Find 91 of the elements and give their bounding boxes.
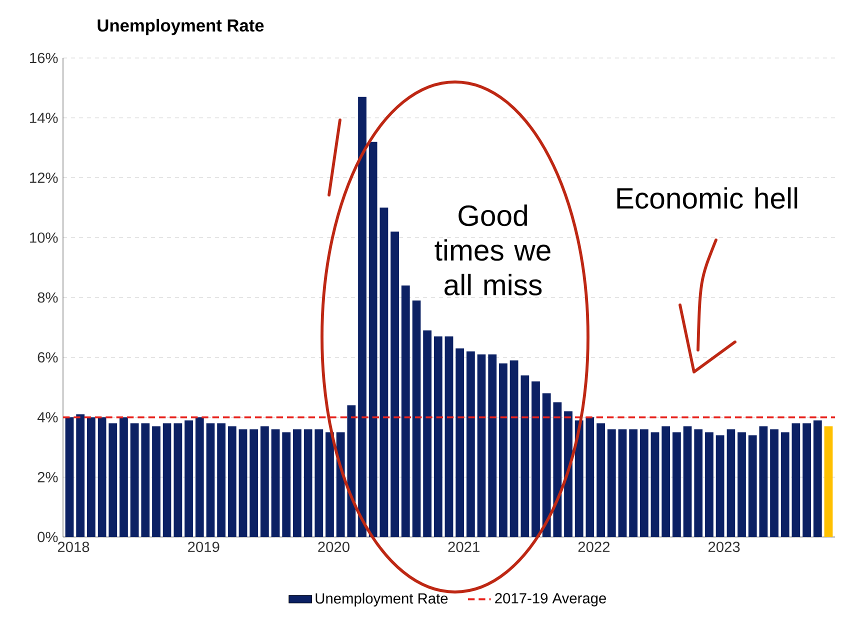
bar bbox=[477, 354, 486, 537]
bar bbox=[672, 432, 681, 537]
bar bbox=[358, 96, 366, 537]
y-tick-label: 6% bbox=[38, 352, 58, 363]
bar bbox=[162, 423, 172, 537]
y-tick-label: 8% bbox=[38, 292, 58, 303]
bar bbox=[141, 423, 150, 537]
x-tick-label: 2018 bbox=[58, 542, 90, 552]
bar bbox=[553, 402, 562, 537]
bar bbox=[130, 423, 139, 537]
bar bbox=[347, 405, 356, 537]
bar bbox=[650, 432, 660, 537]
bar bbox=[716, 435, 724, 537]
bar bbox=[618, 429, 627, 537]
bar bbox=[510, 360, 518, 537]
bar bbox=[271, 429, 280, 537]
bar bbox=[640, 429, 648, 537]
x-tick-label: 2021 bbox=[448, 542, 480, 552]
bar bbox=[98, 417, 106, 537]
bar bbox=[824, 426, 833, 537]
bar bbox=[314, 429, 324, 537]
bar bbox=[792, 423, 800, 537]
bar bbox=[542, 393, 551, 537]
bar bbox=[607, 429, 616, 537]
bar bbox=[499, 363, 508, 537]
bar bbox=[520, 375, 530, 537]
bar bbox=[76, 414, 85, 537]
bar bbox=[466, 351, 475, 537]
bar bbox=[596, 423, 605, 537]
bar bbox=[217, 423, 226, 537]
bar bbox=[120, 417, 128, 537]
bar bbox=[304, 429, 312, 537]
bar bbox=[694, 429, 703, 537]
bar bbox=[423, 330, 432, 537]
bar bbox=[326, 432, 334, 537]
y-tick-label: 0% bbox=[38, 532, 58, 542]
bar bbox=[195, 417, 204, 537]
bar bbox=[152, 426, 160, 537]
x-tick-label: 2023 bbox=[708, 542, 740, 552]
bar bbox=[390, 232, 399, 537]
bar bbox=[260, 426, 269, 537]
x-tick-label: 2019 bbox=[188, 542, 220, 552]
y-tick-label: 10% bbox=[30, 232, 58, 243]
legend-label: 2017-19 Average bbox=[495, 593, 606, 606]
bar bbox=[488, 354, 497, 537]
bar bbox=[108, 423, 118, 537]
x-tick-label: 2022 bbox=[578, 542, 610, 552]
bar bbox=[726, 429, 736, 537]
bar bbox=[780, 432, 790, 537]
bar bbox=[759, 426, 768, 537]
bar bbox=[586, 417, 594, 537]
bar bbox=[456, 348, 464, 537]
bar bbox=[86, 417, 96, 537]
chart-title: Unemployment Rate bbox=[98, 18, 264, 36]
bar bbox=[574, 420, 584, 537]
bar bbox=[748, 435, 757, 537]
y-tick-label: 12% bbox=[30, 172, 58, 183]
bar bbox=[336, 432, 345, 537]
y-tick-label: 4% bbox=[37, 412, 58, 422]
y-tick-label: 14% bbox=[30, 112, 58, 123]
bar bbox=[683, 426, 692, 537]
annotation: Good times we all miss bbox=[434, 204, 550, 296]
annotation: Economic hell bbox=[617, 187, 798, 209]
bar bbox=[629, 429, 638, 537]
bar bbox=[662, 426, 670, 537]
bar bbox=[738, 432, 746, 537]
y-tick-label: 2% bbox=[38, 472, 58, 482]
bar bbox=[293, 429, 302, 537]
bar bbox=[401, 286, 410, 537]
bar bbox=[444, 336, 454, 537]
bar bbox=[813, 420, 822, 537]
x-tick-label: 2020 bbox=[318, 542, 350, 552]
bar bbox=[65, 417, 74, 537]
bar bbox=[238, 429, 248, 537]
bar bbox=[434, 336, 442, 537]
bar bbox=[250, 429, 258, 537]
bar bbox=[228, 426, 236, 537]
bar bbox=[705, 432, 714, 537]
bar bbox=[174, 423, 182, 537]
bar bbox=[532, 381, 540, 537]
bar bbox=[770, 429, 778, 537]
bar bbox=[380, 208, 388, 537]
bar bbox=[184, 420, 193, 537]
bar bbox=[802, 423, 812, 537]
legend-label: Unemployment Rate bbox=[316, 592, 448, 607]
bar bbox=[206, 423, 215, 537]
y-tick-label: 16% bbox=[30, 52, 58, 64]
bar bbox=[412, 300, 421, 537]
bar bbox=[368, 142, 378, 537]
bar bbox=[564, 411, 572, 537]
bar bbox=[282, 432, 291, 537]
